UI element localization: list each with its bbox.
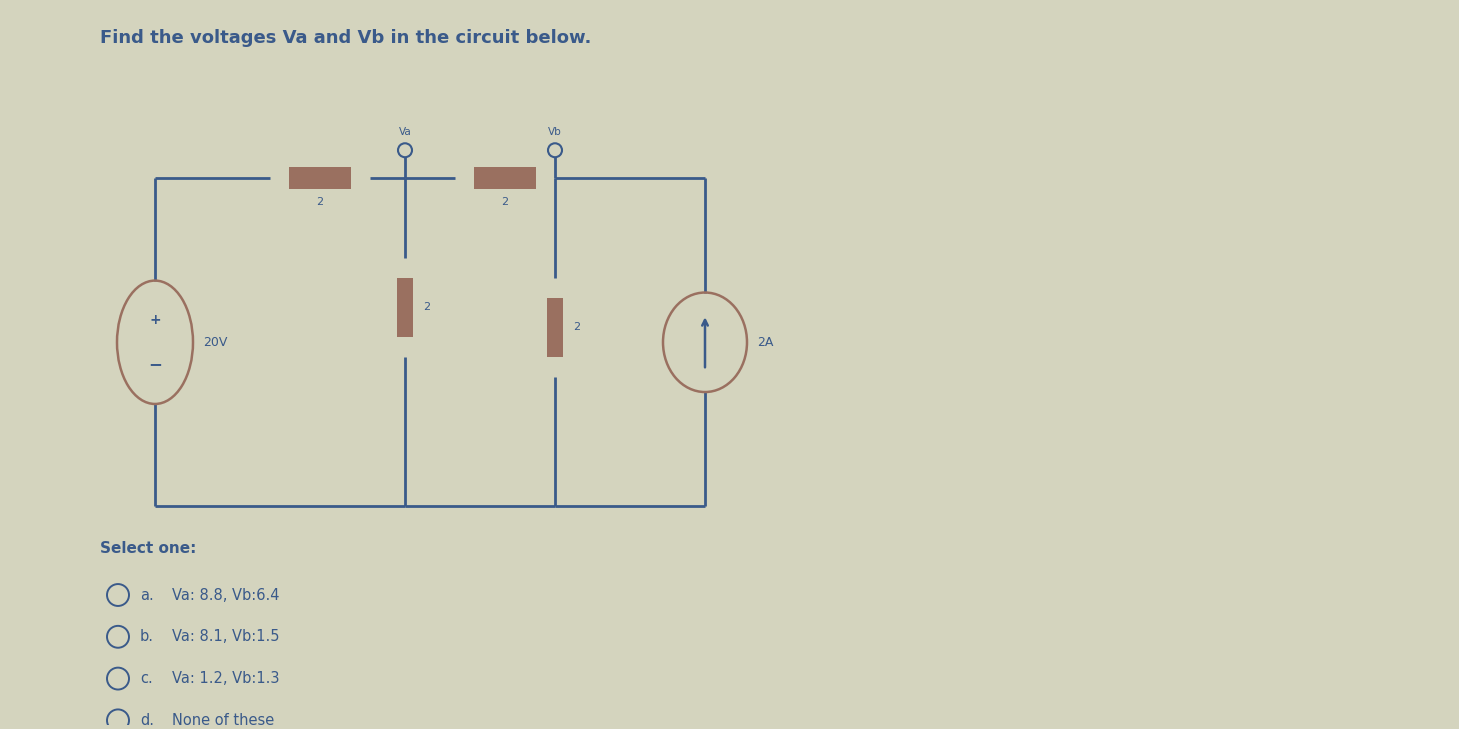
Bar [547, 297, 563, 357]
Text: 2: 2 [317, 197, 324, 207]
Text: Select one:: Select one: [101, 541, 197, 556]
Text: Va: 8.8, Vb:6.4: Va: 8.8, Vb:6.4 [172, 588, 280, 602]
Text: b.: b. [140, 629, 155, 644]
Text: Find the voltages Va and Vb in the circuit below.: Find the voltages Va and Vb in the circu… [101, 29, 591, 47]
Text: c.: c. [140, 671, 153, 686]
Text: 2: 2 [573, 322, 581, 332]
Text: 20V: 20V [203, 336, 228, 348]
Bar [397, 278, 413, 338]
Circle shape [398, 144, 411, 157]
Text: 2: 2 [423, 303, 430, 313]
Text: None of these: None of these [172, 713, 274, 728]
Text: 2: 2 [502, 197, 509, 207]
Bar [474, 167, 535, 189]
Text: +: + [149, 313, 160, 327]
Text: 2A: 2A [757, 336, 773, 348]
Text: −: − [147, 355, 162, 373]
Text: Va: 1.2, Vb:1.3: Va: 1.2, Vb:1.3 [172, 671, 280, 686]
Text: Va: 8.1, Vb:1.5: Va: 8.1, Vb:1.5 [172, 629, 280, 644]
Circle shape [549, 144, 562, 157]
Bar [289, 167, 352, 189]
Text: Vb: Vb [549, 128, 562, 137]
Text: d.: d. [140, 713, 155, 728]
Text: a.: a. [140, 588, 153, 602]
Text: Va: Va [398, 128, 411, 137]
